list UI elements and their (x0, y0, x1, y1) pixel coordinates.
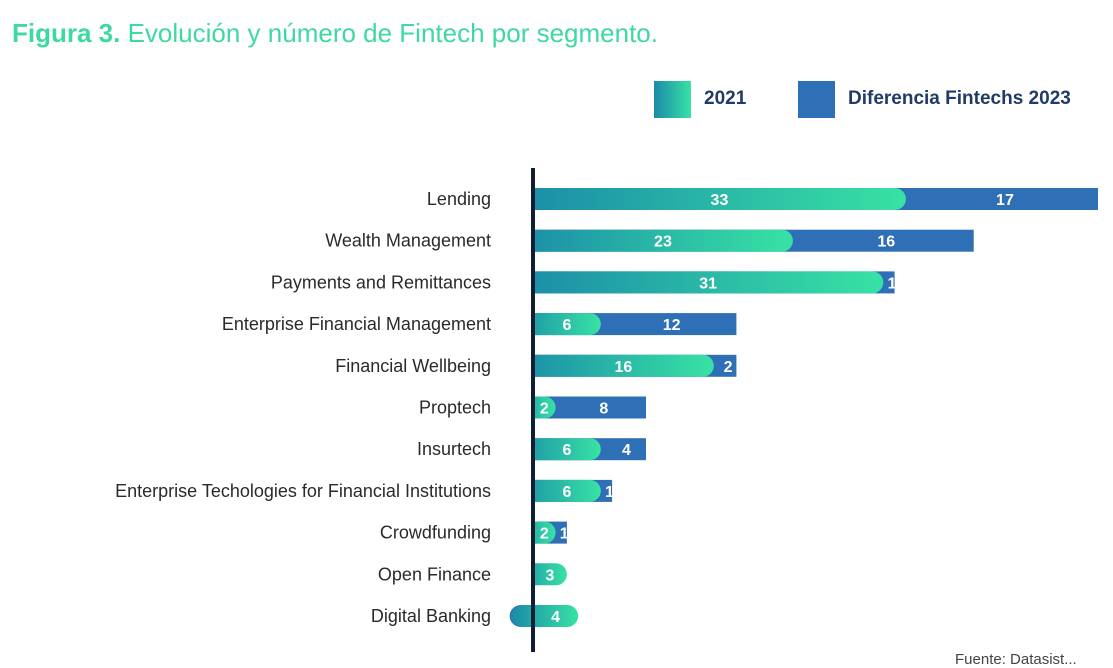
category-label-open-finance: Open Finance (378, 564, 491, 584)
data-label-2021-open-finance: 3 (545, 567, 554, 584)
axis-mask-crowdfunding (510, 520, 533, 545)
category-label-lending: Lending (427, 189, 491, 209)
category-label-crowdfunding: Crowdfunding (380, 523, 491, 543)
data-label-2021-proptech: 2 (540, 401, 549, 418)
legend-swatch-2021 (654, 81, 691, 118)
data-label-2021-enterprise-financial-management: 6 (562, 317, 571, 334)
data-label-2021-wealth-management: 23 (654, 234, 672, 251)
data-label-difference-crowdfunding: 1 (560, 526, 569, 543)
data-label-2021-insurtech: 6 (562, 442, 571, 459)
axis-mask-open-finance (510, 562, 533, 587)
data-label-2021-digital-banking: 4 (551, 609, 560, 626)
data-label-difference-wealth-management: 16 (877, 234, 895, 251)
category-label-payments-and-remittances: Payments and Remittances (271, 272, 491, 292)
data-label-difference-enterprise-financial-management: 12 (663, 317, 681, 334)
data-label-difference-insurtech: 4 (622, 442, 631, 459)
axis-mask-enterprise-financial-management (510, 312, 533, 337)
axis-mask-proptech (510, 395, 533, 420)
axis-mask-enterprise-techologies-for-financial-institutions (510, 478, 533, 503)
bar-2021-digital-banking (511, 605, 579, 627)
data-label-2021-financial-wellbeing: 16 (615, 359, 633, 376)
data-label-2021-crowdfunding: 2 (540, 526, 549, 543)
data-label-difference-enterprise-techologies-for-financial-institutions: 1 (605, 484, 614, 501)
figure-title: Figura 3. Evolución y número de Fintech … (12, 18, 658, 49)
data-label-2021-lending: 33 (711, 192, 729, 209)
bar-2021-lending (511, 188, 906, 210)
bar-2021-wealth-management (511, 229, 793, 252)
figure-label: Figura 3. (12, 18, 121, 48)
axis-mask-financial-wellbeing (510, 353, 533, 378)
bar-2021-financial-wellbeing (511, 354, 714, 377)
bar-2021-payments-and-remittances (511, 271, 884, 294)
axis-mask-payments-and-remittances (510, 270, 533, 295)
category-label-enterprise-financial-management: Enterprise Financial Management (222, 314, 491, 334)
data-label-difference-proptech: 8 (599, 401, 608, 418)
category-label-insurtech: Insurtech (417, 439, 491, 459)
data-label-difference-payments-and-remittances: 1 (887, 275, 896, 292)
category-label-wealth-management: Wealth Management (325, 231, 491, 251)
data-label-2021-enterprise-techologies-for-financial-institutions: 6 (562, 484, 571, 501)
legend: 2021 Diferencia Fintechs 2023 (654, 81, 1104, 119)
figure-title-text: Evolución y número de Fintech por segmen… (127, 18, 658, 48)
category-label-enterprise-techologies-for-financial-institutions: Enterprise Techologies for Financial Ins… (115, 481, 491, 501)
data-label-2021-payments-and-remittances: 31 (699, 275, 717, 292)
axis-mask-wealth-management (510, 228, 533, 253)
data-label-difference-lending: 17 (996, 192, 1014, 209)
axis-mask-insurtech (510, 437, 533, 462)
legend-label-difference: Diferencia Fintechs 2023 (848, 88, 1071, 109)
data-label-difference-financial-wellbeing: 2 (724, 359, 733, 376)
category-label-digital-banking: Digital Banking (371, 606, 491, 626)
category-label-proptech: Proptech (419, 398, 491, 418)
axis-mask-lending (510, 187, 533, 211)
legend-swatch-difference (798, 81, 835, 118)
bar-difference-proptech (533, 396, 646, 419)
legend-label-2021: 2021 (704, 88, 747, 109)
category-label-financial-wellbeing: Financial Wellbeing (335, 356, 491, 376)
source-footer: Fuente: Datasist... (955, 651, 1077, 668)
